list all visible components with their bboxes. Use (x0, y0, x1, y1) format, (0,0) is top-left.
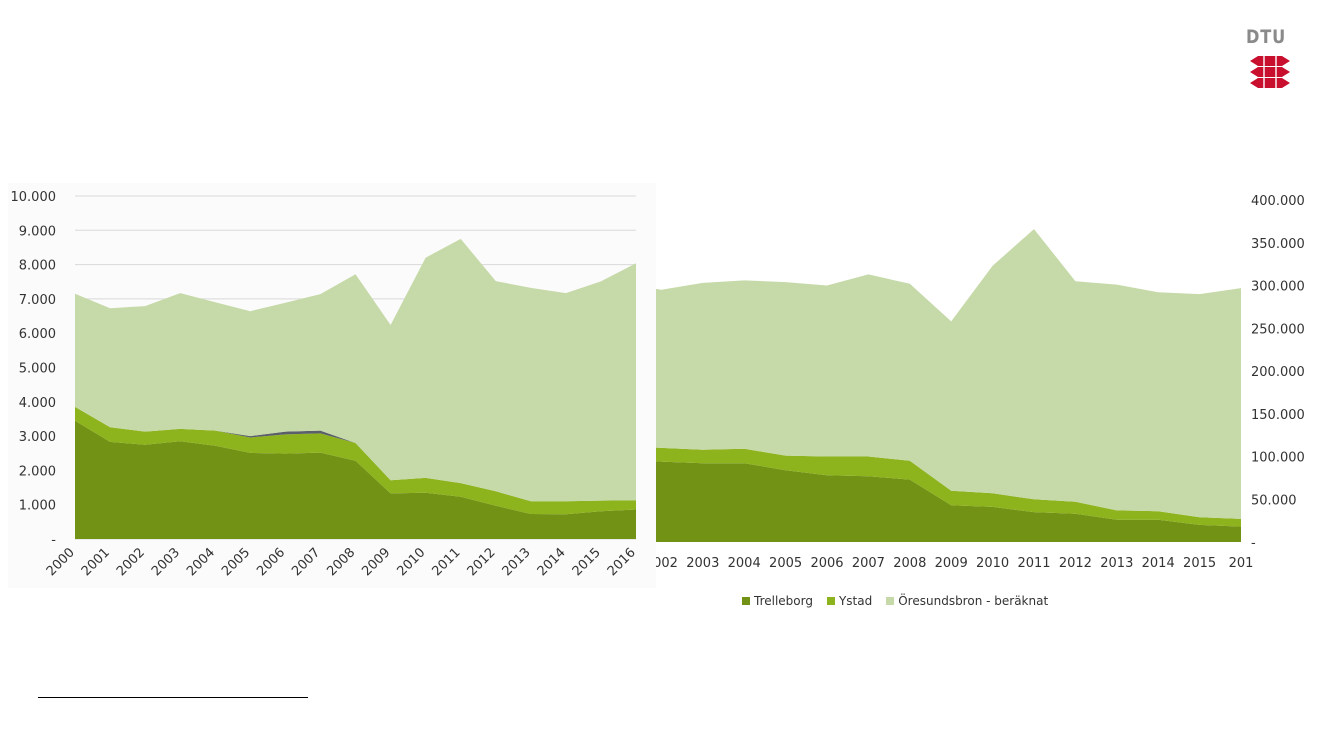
right-x-tick-label: 2014 (1142, 556, 1175, 571)
legend-item-ystad: Ystad (826, 594, 873, 608)
left-y-tick-label: - (51, 533, 56, 548)
right-x-tick-label: 201 (1229, 556, 1254, 571)
right-y-tick-label: 250.000 (1251, 322, 1305, 337)
left-area-chart: - 1.000 2.000 3.000 4.000 5.000 6.000 7.000 8.00… (8, 183, 656, 588)
legend-swatch (886, 597, 895, 605)
right-x-tick-label: 2008 (893, 556, 926, 571)
right-x-tick-label: 2007 (852, 556, 885, 571)
right-y-tick-label: 50.000 (1251, 493, 1297, 508)
left-area-oresundsbron-beraknat (75, 238, 636, 502)
dtu-logo-mark-icon (1250, 56, 1290, 88)
left-y-tick-label: 3.000 (19, 430, 56, 445)
legend-item-trelleborg: Trelleborg (742, 594, 813, 608)
right-x-tick-label: 2015 (1183, 556, 1216, 571)
right-x-tick-label: 2006 (810, 556, 843, 571)
left-y-tick-label: 4.000 (19, 396, 56, 411)
legend-label: Öresundsbron - beräknat (898, 594, 1049, 608)
left-y-tick-label: 10.000 (11, 190, 57, 205)
right-y-tick-label: 200.000 (1251, 365, 1305, 380)
right-area-ystad (656, 447, 1241, 527)
legend-label: Ystad (838, 594, 873, 608)
left-y-tick-label: 7.000 (19, 293, 56, 308)
left-y-tick-label: 2.000 (19, 464, 56, 479)
left-area-trelleborg (75, 420, 636, 539)
right-x-tick-label: 2005 (769, 556, 802, 571)
right-y-tick-label: 150.000 (1251, 408, 1305, 423)
right-x-tick-label: 2009 (935, 556, 968, 571)
left-y-tick-label: 8.000 (19, 259, 56, 274)
right-x-tick-label: 2003 (686, 556, 719, 571)
dtu-logo: DTU (1246, 26, 1302, 92)
legend: Trelleborg Ystad Öresundsbron - beräknat (742, 592, 1062, 610)
right-area-trelleborg (656, 461, 1241, 542)
dtu-logo-text: DTU (1246, 26, 1287, 48)
legend-item-oresundsbron: Öresundsbron - beräknat (886, 594, 1048, 608)
legend-swatch (826, 597, 835, 605)
right-x-tick-label: 2002 (656, 556, 678, 571)
right-area-oresundsbron-beraknat (656, 229, 1241, 519)
right-y-tick-label: 300.000 (1251, 280, 1305, 295)
left-area-ystad (75, 406, 636, 515)
right-area-chart: - 50.000 100.000 150.000 200.000 250.000 300.0… (656, 170, 1305, 585)
right-y-tick-label: 350.000 (1251, 237, 1305, 252)
legend-label: Trelleborg (754, 594, 813, 608)
right-x-tick-label: 2004 (728, 556, 761, 571)
legend-swatch (742, 597, 750, 605)
right-x-tick-label: 2010 (976, 556, 1009, 571)
left-y-tick-label: 9.000 (19, 224, 56, 239)
right-x-tick-label: 2012 (1059, 556, 1092, 571)
footnote-separator (38, 697, 308, 698)
right-y-tick-label: 100.000 (1251, 451, 1305, 466)
left-y-tick-label: 6.000 (19, 327, 56, 342)
right-x-tick-label: 2013 (1100, 556, 1133, 571)
right-y-tick-label: - (1251, 536, 1256, 551)
left-y-tick-label: 5.000 (19, 362, 56, 377)
left-y-tick-label: 1.000 (19, 499, 56, 514)
right-x-tick-label: 2011 (1017, 556, 1050, 571)
right-y-tick-label: 400.000 (1251, 194, 1305, 209)
